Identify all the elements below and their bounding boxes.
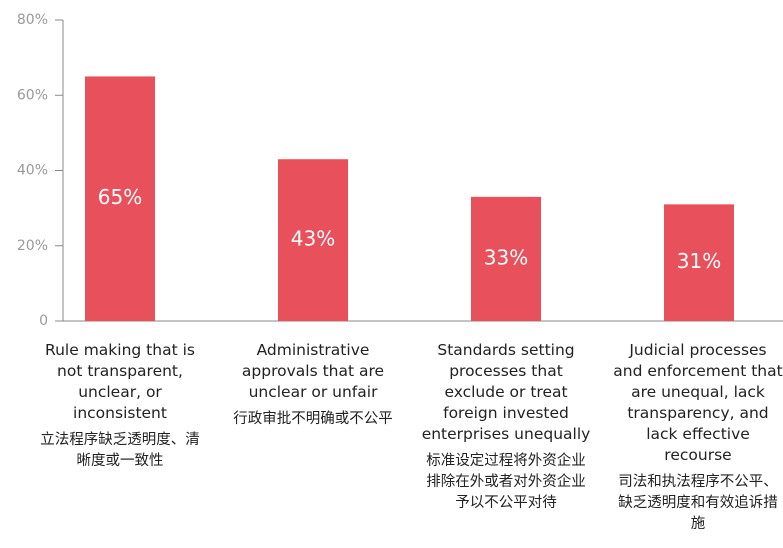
y-tick-label: 80% <box>17 12 48 28</box>
value-label: 33% <box>484 245 528 269</box>
category-label: Standards setting processes that exclude… <box>420 340 592 514</box>
bar <box>664 204 734 321</box>
y-tick-label: 20% <box>17 238 48 254</box>
category-label-zh: 行政审批不明确或不公平 <box>233 411 393 427</box>
value-label: 65% <box>98 185 142 209</box>
bar <box>278 159 348 321</box>
bar <box>85 76 155 321</box>
value-label: 43% <box>291 227 335 251</box>
category-label-zh: 司法和执法程序不公平、缺乏透明度和有效追诉措施 <box>618 474 778 532</box>
category-label: Rule making that is not transparent, unc… <box>34 340 206 472</box>
category-label-en: Judicial processes and enforcement that … <box>613 341 783 464</box>
category-label-box: Judicial processes and enforcement that … <box>613 340 783 535</box>
category-label-zh: 立法程序缺乏透明度、清晰度或一致性 <box>40 432 200 469</box>
category-label-zh: 标准设定过程将外资企业排除在外或者对外资企业予以不公平对待 <box>426 453 586 511</box>
category-label-en: Administrative approvals that are unclea… <box>241 341 385 401</box>
category-label-en: Rule making that is not transparent, unc… <box>45 341 195 422</box>
category-label-en: Standards setting processes that exclude… <box>421 341 591 443</box>
category-label: Judicial processes and enforcement that … <box>613 340 783 535</box>
category-label-box: Administrative approvals that are unclea… <box>227 340 399 430</box>
category-label-box: Standards setting processes that exclude… <box>420 340 592 514</box>
y-tick-label: 40% <box>17 163 48 179</box>
bar <box>471 196 541 321</box>
y-tick-label: 60% <box>17 87 48 103</box>
category-label-box: Rule making that is not transparent, unc… <box>34 340 206 472</box>
category-label: Administrative approvals that are unclea… <box>227 340 399 430</box>
value-label: 31% <box>677 249 721 273</box>
y-tick-label: 0 <box>39 313 48 329</box>
